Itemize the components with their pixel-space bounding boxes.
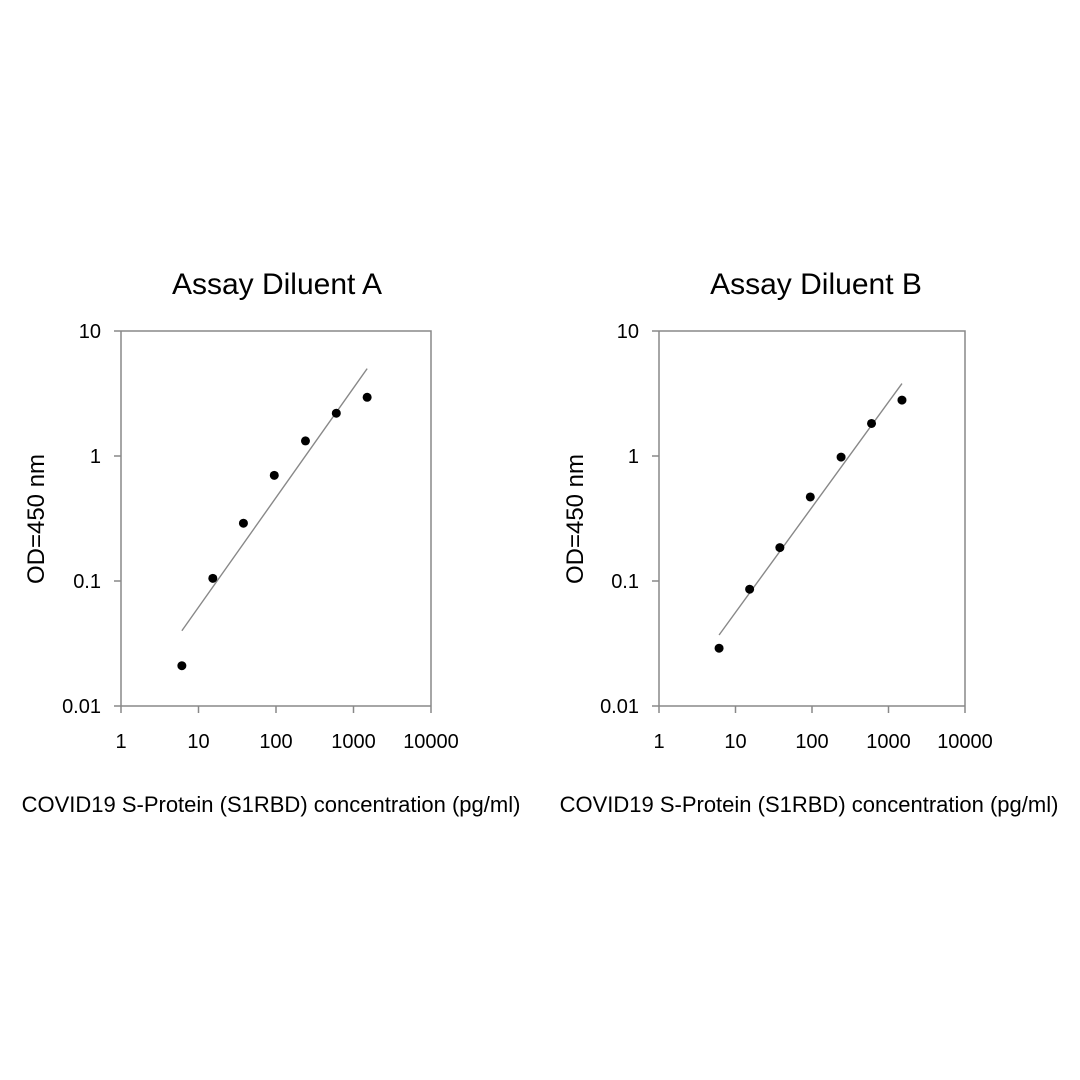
y-tick-label: 0.01 bbox=[600, 696, 639, 718]
y-tick-label: 0.1 bbox=[611, 571, 639, 593]
data-point bbox=[714, 643, 724, 653]
y-tick-label: 0.01 bbox=[62, 696, 101, 718]
data-point bbox=[269, 470, 279, 480]
x-tick-label: 10 bbox=[724, 731, 746, 753]
y-tick-label: 10 bbox=[617, 321, 639, 343]
chart-panel-a: Assay Diluent A OD=450 nm COVID19 S-Prot… bbox=[22, 268, 521, 817]
data-point bbox=[331, 408, 341, 418]
x-axis-label-b: COVID19 S-Protein (S1RBD) concentration … bbox=[560, 792, 1059, 817]
x-axis-label-a: COVID19 S-Protein (S1RBD) concentration … bbox=[22, 792, 521, 817]
y-axis-label-b: OD=450 nm bbox=[562, 454, 589, 584]
y-tick-label: 0.1 bbox=[73, 571, 101, 593]
data-point bbox=[362, 392, 372, 402]
x-tick-label: 100 bbox=[259, 731, 292, 753]
data-point bbox=[300, 436, 310, 446]
x-tick-label: 1000 bbox=[331, 731, 376, 753]
chart-title-a: Assay Diluent A bbox=[172, 268, 382, 301]
chart-panel-b: Assay Diluent B OD=450 nm COVID19 S-Prot… bbox=[560, 268, 1059, 817]
data-point bbox=[867, 418, 877, 428]
plot-area-a: 1 10 100 1000 10000 10 1 0.1 0.01 bbox=[62, 321, 459, 753]
data-point bbox=[177, 661, 187, 671]
y-axis-label-a: OD=450 nm bbox=[23, 454, 50, 584]
x-tick-label: 100 bbox=[795, 731, 828, 753]
data-point bbox=[238, 518, 248, 528]
data-point bbox=[897, 395, 907, 405]
x-tick-label: 10 bbox=[187, 731, 209, 753]
data-point bbox=[836, 452, 846, 462]
x-tick-label: 1 bbox=[653, 731, 664, 753]
plot-area-b: 1 10 100 1000 10000 10 1 0.1 0.01 bbox=[600, 321, 993, 753]
trend-line-a bbox=[181, 368, 368, 632]
y-tick-label: 1 bbox=[90, 446, 101, 468]
x-tick-label: 1 bbox=[115, 731, 126, 753]
chart-title-b: Assay Diluent B bbox=[710, 268, 922, 301]
x-tick-label: 10000 bbox=[937, 731, 993, 753]
plot-frame-a bbox=[121, 330, 432, 706]
plot-frame-b bbox=[659, 330, 966, 706]
data-point bbox=[745, 584, 755, 594]
data-point bbox=[805, 492, 815, 502]
x-tick-label: 10000 bbox=[403, 731, 459, 753]
y-tick-label: 1 bbox=[628, 446, 639, 468]
x-tick-label: 1000 bbox=[866, 731, 911, 753]
data-point bbox=[775, 543, 785, 553]
y-tick-label: 10 bbox=[79, 321, 101, 343]
data-point bbox=[208, 573, 218, 583]
